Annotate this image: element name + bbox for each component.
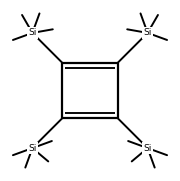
Text: Si: Si — [28, 144, 37, 153]
Text: Si: Si — [143, 28, 152, 37]
Text: Si: Si — [28, 28, 37, 37]
Text: Si: Si — [143, 144, 152, 153]
